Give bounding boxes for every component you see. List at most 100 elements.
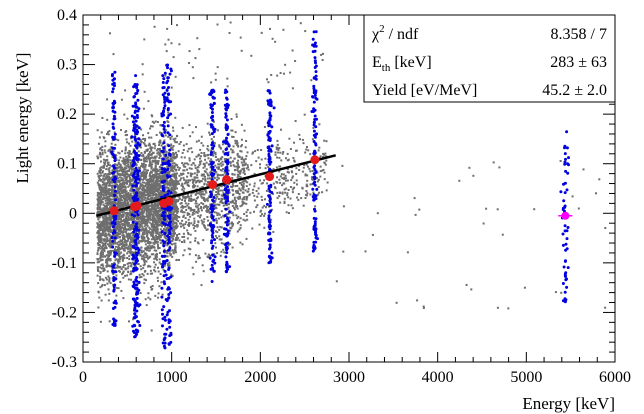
background-event-point bbox=[154, 144, 157, 147]
background-event-point bbox=[196, 176, 199, 179]
background-event-point bbox=[308, 167, 311, 170]
background-event-point bbox=[133, 220, 136, 223]
background-event-point bbox=[152, 159, 155, 162]
background-event-point bbox=[226, 203, 229, 206]
background-event-point bbox=[151, 198, 154, 201]
background-event-point bbox=[102, 245, 104, 247]
background-event-point bbox=[240, 183, 243, 186]
background-event-point bbox=[124, 160, 127, 163]
background-event-point bbox=[160, 144, 163, 147]
background-event-point bbox=[97, 237, 100, 240]
background-event-point bbox=[172, 154, 175, 157]
background-event-point bbox=[130, 202, 133, 205]
background-event-point bbox=[247, 166, 249, 169]
background-event-point bbox=[232, 189, 235, 192]
background-event-point bbox=[152, 186, 155, 189]
background-event-point bbox=[169, 254, 172, 257]
background-event-point bbox=[126, 141, 129, 144]
background-event-point bbox=[189, 135, 192, 138]
background-event-point bbox=[164, 225, 166, 228]
background-event-point bbox=[153, 142, 156, 145]
background-event-point bbox=[97, 239, 100, 242]
background-event-point bbox=[246, 151, 249, 154]
background-event-point bbox=[148, 226, 151, 229]
background-event-point bbox=[110, 230, 113, 233]
background-event-point bbox=[126, 170, 129, 173]
background-event-point bbox=[166, 165, 169, 168]
background-event-point bbox=[186, 214, 189, 216]
background-event-point bbox=[195, 200, 197, 203]
background-event-point bbox=[256, 204, 259, 207]
background-event-point bbox=[200, 195, 203, 198]
background-event-point bbox=[210, 149, 213, 152]
background-event-point bbox=[159, 141, 162, 144]
background-event-point bbox=[286, 168, 289, 171]
background-event-point bbox=[100, 221, 103, 224]
background-event-point bbox=[149, 194, 152, 197]
background-event-point bbox=[222, 150, 225, 153]
background-event-point bbox=[168, 179, 171, 182]
background-event-point bbox=[286, 192, 289, 195]
background-event-point bbox=[237, 192, 240, 194]
background-event-point bbox=[118, 192, 121, 195]
background-event-point bbox=[261, 199, 264, 201]
background-event-point bbox=[146, 255, 149, 258]
background-event-point bbox=[150, 208, 153, 211]
background-event-point bbox=[147, 100, 150, 103]
background-event-point bbox=[105, 261, 107, 264]
background-event-point bbox=[159, 180, 162, 183]
background-event-point bbox=[155, 220, 158, 223]
background-event-point bbox=[183, 162, 186, 165]
background-event-point bbox=[213, 201, 216, 204]
background-event-point bbox=[181, 182, 184, 185]
background-event-point bbox=[174, 185, 177, 187]
background-event-point bbox=[311, 138, 314, 141]
background-event-point bbox=[227, 244, 230, 247]
background-event-point bbox=[176, 225, 179, 228]
background-event-point bbox=[166, 191, 168, 194]
background-event-point bbox=[220, 250, 223, 253]
background-event-point bbox=[253, 182, 256, 185]
background-event-point bbox=[117, 177, 119, 180]
background-event-point bbox=[148, 212, 150, 215]
background-event-point bbox=[124, 134, 127, 137]
background-event-point bbox=[152, 226, 155, 229]
background-event-point bbox=[195, 205, 197, 208]
background-event-point bbox=[128, 168, 131, 171]
background-event-point bbox=[175, 258, 178, 261]
background-event-point bbox=[158, 215, 161, 218]
background-event-point bbox=[172, 232, 175, 235]
background-event-point bbox=[243, 202, 246, 205]
background-event-point bbox=[257, 156, 260, 159]
background-event-point bbox=[146, 222, 149, 224]
background-event-point bbox=[112, 273, 115, 275]
background-event-point bbox=[285, 187, 288, 190]
background-event-point bbox=[124, 89, 127, 92]
background-event-point bbox=[212, 202, 215, 205]
background-event-point bbox=[99, 151, 101, 154]
background-event-point bbox=[197, 214, 200, 217]
background-event-point bbox=[281, 177, 284, 180]
background-event-point bbox=[203, 218, 206, 221]
background-event-point bbox=[251, 152, 254, 155]
background-event-point bbox=[154, 214, 157, 217]
background-event-point bbox=[187, 163, 190, 166]
background-event-point bbox=[277, 148, 280, 151]
background-event-point bbox=[142, 155, 145, 158]
background-event-point bbox=[153, 202, 156, 205]
background-event-point bbox=[203, 196, 206, 199]
background-event-point bbox=[245, 185, 248, 188]
background-event-point bbox=[279, 181, 282, 184]
background-event-point bbox=[169, 184, 172, 187]
background-event-point bbox=[104, 145, 107, 148]
background-event-point bbox=[101, 283, 104, 286]
background-event-point bbox=[236, 176, 239, 179]
background-event-point bbox=[141, 236, 144, 239]
background-event-point bbox=[209, 133, 211, 136]
background-event-point bbox=[319, 170, 322, 173]
background-event-point bbox=[283, 202, 286, 204]
background-event-point bbox=[195, 126, 197, 129]
background-event-point bbox=[237, 164, 240, 167]
background-event-point bbox=[140, 188, 143, 191]
background-event-point bbox=[105, 224, 108, 226]
